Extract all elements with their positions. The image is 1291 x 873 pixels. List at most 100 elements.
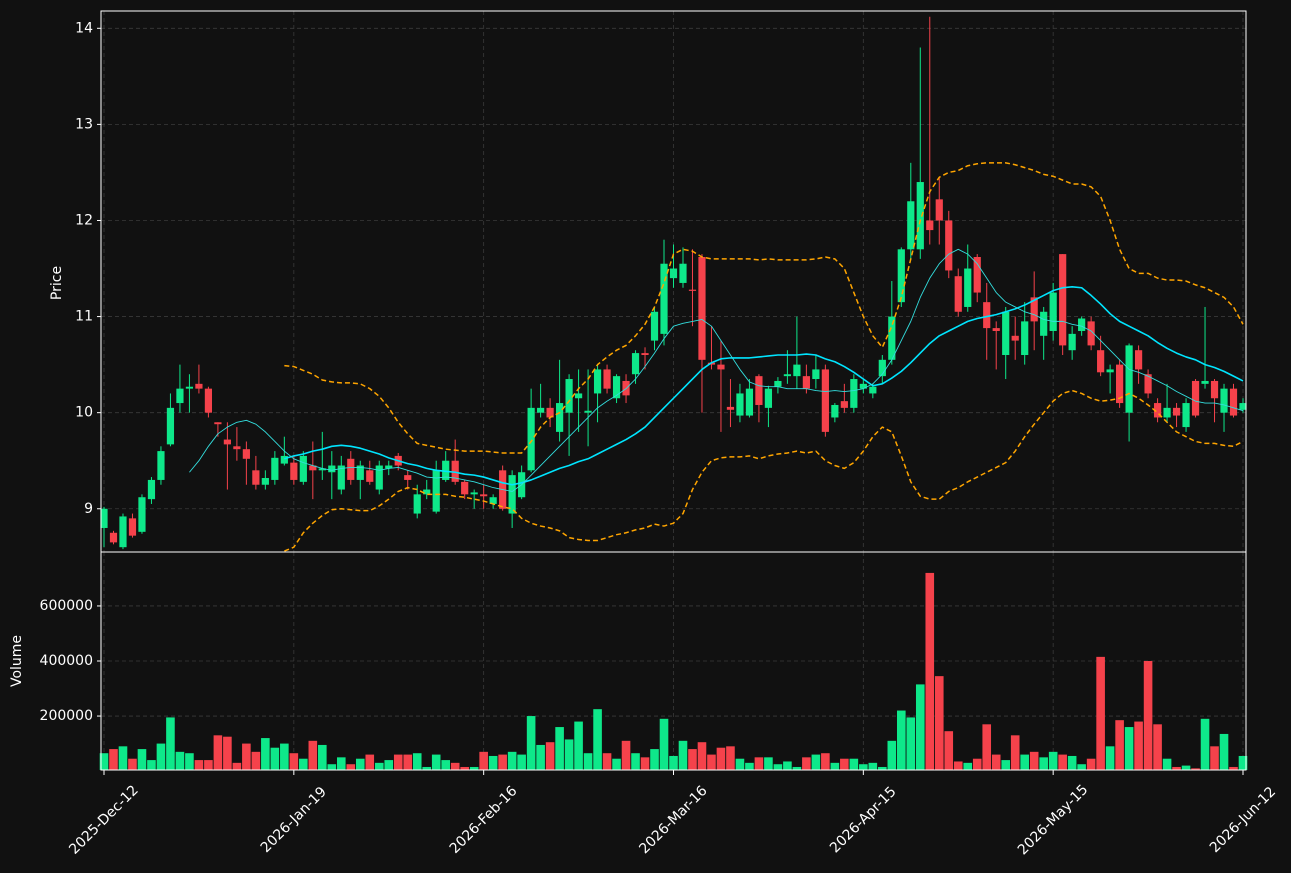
volume-bar <box>213 735 223 770</box>
candle-body <box>508 475 516 514</box>
volume-bar <box>412 753 422 770</box>
candle-body <box>242 449 250 459</box>
candle-body <box>679 263 687 283</box>
volume-bar <box>336 757 346 770</box>
candle-body <box>195 383 203 389</box>
volume-bar <box>783 761 792 770</box>
volume-bar <box>355 758 365 770</box>
candle-body <box>337 465 345 490</box>
y-tick-label: 11 <box>75 309 93 325</box>
candle-body <box>356 465 364 480</box>
volume-bar <box>574 721 583 770</box>
volume-bar <box>640 757 650 770</box>
candle-body <box>584 410 592 413</box>
volume-bar <box>773 764 783 770</box>
volume-bar <box>232 762 242 770</box>
volume-bar <box>374 762 384 770</box>
candle-body <box>366 470 374 482</box>
volume-bar <box>327 764 337 770</box>
volume-bar <box>859 764 868 770</box>
candle-body <box>119 516 127 548</box>
volume-bar <box>441 760 450 770</box>
y-tick-label: 10 <box>75 405 93 421</box>
volume-bar <box>299 758 308 770</box>
candle-body <box>945 220 953 271</box>
overlay-line <box>284 389 1244 552</box>
candle-body <box>973 256 981 293</box>
volume-bar <box>1039 757 1048 770</box>
volume-bar <box>906 717 916 770</box>
candle-body <box>869 386 877 394</box>
volume-bar <box>1219 733 1229 770</box>
volume-bar <box>830 762 840 770</box>
candle-body <box>480 494 488 497</box>
candle-body <box>593 369 602 394</box>
volume-frame <box>100 551 1247 771</box>
volume-bar <box>564 739 574 770</box>
candle-body <box>309 465 317 471</box>
candle-body <box>556 403 564 432</box>
volume-bar <box>631 753 640 770</box>
volume-bar <box>1162 758 1172 770</box>
candle-body <box>328 465 336 473</box>
volume-bar <box>147 760 156 770</box>
volume-bar <box>991 754 1001 770</box>
candle-body <box>413 494 421 514</box>
candle-body <box>603 369 611 389</box>
volume-bar <box>944 731 954 770</box>
volume-bar <box>1086 758 1096 770</box>
volume-bar <box>1096 656 1105 770</box>
candle-body <box>100 508 108 528</box>
candle-body <box>631 353 640 375</box>
candle-body <box>404 475 412 480</box>
volume-bar <box>460 766 469 770</box>
candle-body <box>128 518 137 536</box>
volume-bar <box>716 747 726 770</box>
y-tick-label: 600000 <box>40 598 93 614</box>
candle-body <box>745 388 754 416</box>
candle-body <box>1182 403 1190 428</box>
volume-bar <box>934 676 944 770</box>
volume-bar <box>1029 751 1039 770</box>
candle-body <box>831 404 839 418</box>
candle-body <box>347 458 355 480</box>
candle-body <box>983 302 991 329</box>
volume-bar <box>593 709 602 770</box>
candle-body <box>280 455 288 464</box>
candle-body <box>1059 254 1067 346</box>
candle-body <box>688 289 697 291</box>
volume-bar <box>1077 764 1086 770</box>
candle-body <box>1163 407 1171 418</box>
candle-body <box>612 376 621 399</box>
y-axis-label: Price <box>49 266 65 300</box>
volume-bar <box>1105 746 1115 770</box>
candle-body <box>489 497 497 504</box>
volume-bar <box>887 740 897 770</box>
candle-body <box>774 380 782 387</box>
volume-bar <box>792 766 802 770</box>
volume-bar <box>972 758 982 770</box>
volume-bar <box>185 753 194 770</box>
y-tick-label: 200000 <box>40 708 93 724</box>
volume-bar <box>166 717 175 770</box>
volume-bar <box>1172 766 1181 770</box>
candle-body <box>755 376 763 405</box>
candle-body <box>783 374 791 377</box>
candle-body <box>432 470 440 512</box>
volume-bar <box>137 749 147 770</box>
volume-bar <box>422 766 432 770</box>
candle-body <box>1144 374 1152 394</box>
volume-bar <box>726 746 735 770</box>
candle-body <box>764 388 773 408</box>
volume-bar <box>450 762 460 770</box>
volume-bar <box>1134 721 1143 770</box>
y-tick-label: 13 <box>75 116 93 132</box>
volume-bar <box>821 753 830 770</box>
volume-bar <box>1058 754 1067 770</box>
candle-body <box>1011 335 1019 341</box>
candle-body <box>299 455 307 482</box>
candle-body <box>138 497 146 532</box>
overlay-line <box>284 285 1244 486</box>
volume-bar <box>1181 765 1191 770</box>
